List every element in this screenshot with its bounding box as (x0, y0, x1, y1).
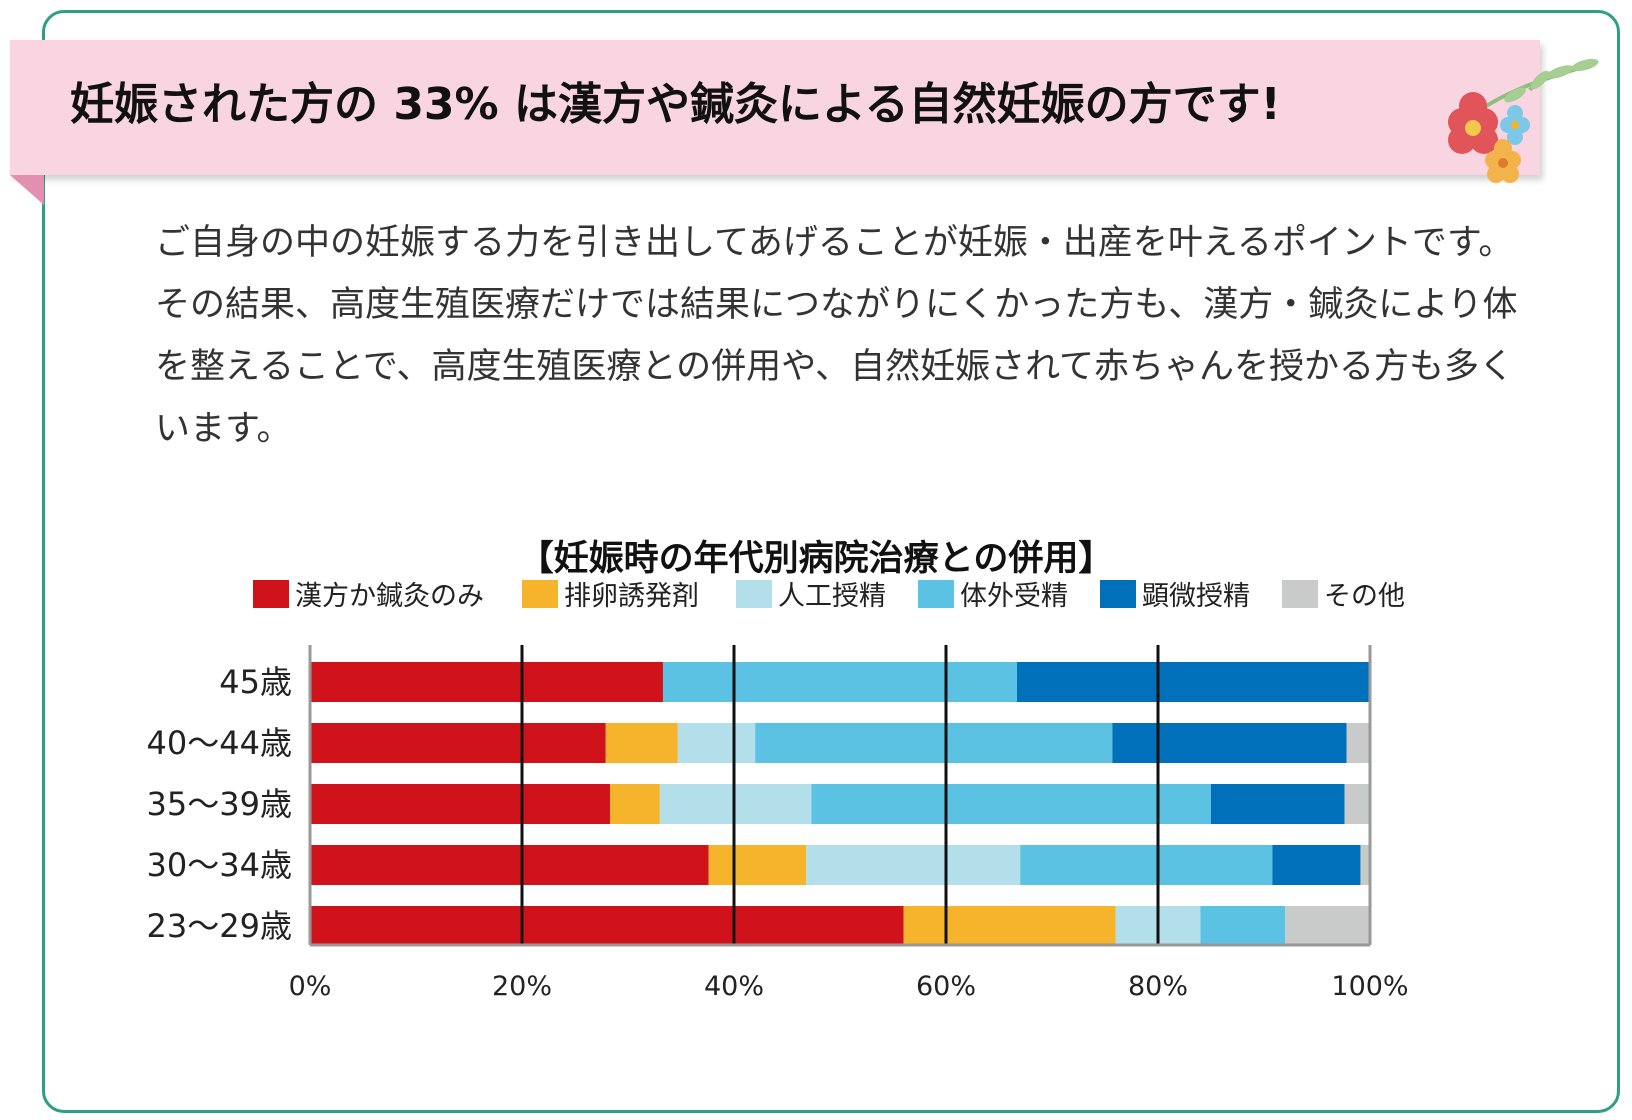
bar-segment (1344, 784, 1370, 824)
bar-segment (1020, 845, 1273, 885)
bar-segment (903, 906, 1116, 946)
legend-swatch (1100, 580, 1136, 608)
headline-banner (10, 40, 1540, 175)
bar-segment (659, 784, 812, 824)
bar-segment (310, 662, 663, 702)
bar-segment (1017, 662, 1370, 702)
chart-title: 【妊娠時の年代別病院治療との併用】 (518, 539, 1114, 579)
bar-segment (1112, 723, 1347, 763)
intro-paragraph: ご自身の中の妊娠する力を引き出してあげることが妊娠・出産を叶えるポイントです。そ… (155, 223, 1518, 449)
bar-segment (609, 784, 660, 824)
bar-segment (811, 784, 1211, 824)
content-frame (42, 10, 1620, 1113)
legend-swatch (736, 580, 772, 608)
x-tick-label: 0% (289, 971, 332, 1002)
category-label: 30〜34歳 (147, 846, 292, 884)
bar-segment (310, 784, 610, 824)
bar-segment (1285, 906, 1370, 946)
x-tick-label: 20% (492, 971, 552, 1002)
legend-swatch (1282, 580, 1318, 608)
legend-label: 漢方か鍼灸のみ (295, 581, 484, 612)
legend-label: 顕微授精 (1142, 581, 1250, 612)
bar-segment (1200, 906, 1286, 946)
x-tick-label: 100% (1331, 971, 1408, 1002)
x-tick-label: 40% (704, 971, 764, 1002)
legend-label: 排卵誘発剤 (564, 581, 699, 612)
bar-segment (1346, 723, 1370, 763)
category-label: 45歳 (219, 663, 292, 701)
bar-segment (1360, 845, 1370, 885)
category-label: 23〜29歳 (147, 907, 292, 945)
bar-segment (1211, 784, 1345, 824)
bar-segment (755, 723, 1113, 763)
bar-segment (1272, 845, 1361, 885)
legend-swatch (918, 580, 954, 608)
category-label: 35〜39歳 (147, 785, 292, 823)
legend-label: 体外受精 (960, 581, 1068, 612)
bar-segment (310, 845, 709, 885)
headline-title: 妊娠された方の 33% は漢方や鍼灸による自然妊娠の方です! (70, 79, 1281, 130)
bar-segment (708, 845, 807, 885)
flower-decoration-icon (1448, 58, 1599, 183)
bar-segment (662, 662, 1018, 702)
bar-segment (605, 723, 678, 763)
category-label: 40〜44歳 (147, 724, 292, 762)
bar-segment (677, 723, 756, 763)
bar-segment (806, 845, 1021, 885)
x-tick-label: 60% (916, 971, 976, 1002)
legend-swatch (253, 580, 289, 608)
bar-segment (310, 723, 606, 763)
bar-segment (310, 906, 904, 946)
legend-label: その他 (1324, 581, 1405, 612)
banner-fold (10, 175, 44, 205)
legend-swatch (522, 580, 558, 608)
legend-label: 人工授精 (778, 581, 886, 612)
x-tick-label: 80% (1128, 971, 1188, 1002)
